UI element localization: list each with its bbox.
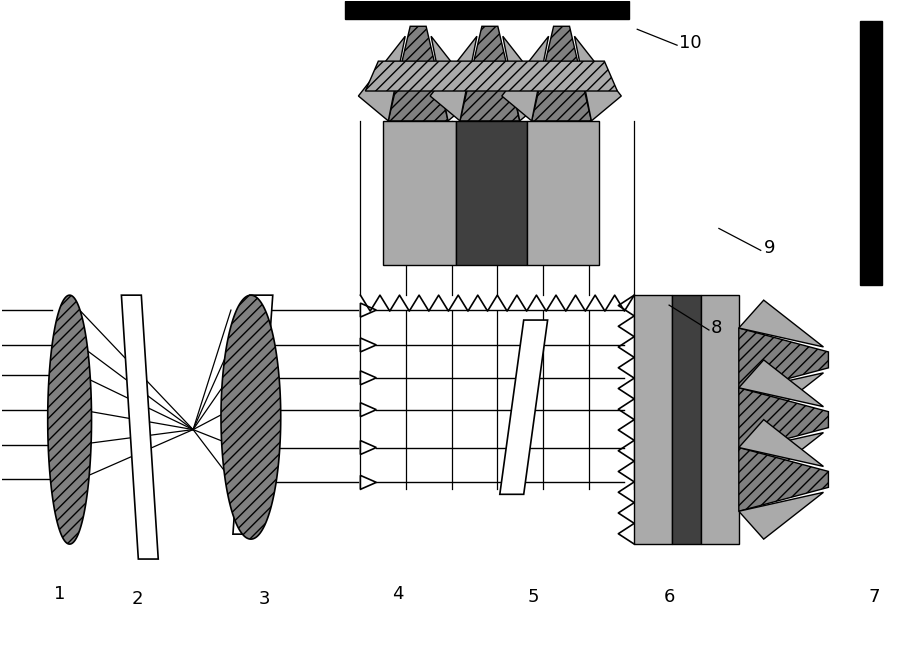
- Text: 5: 5: [528, 588, 540, 606]
- Polygon shape: [121, 295, 158, 559]
- Polygon shape: [383, 121, 456, 266]
- Polygon shape: [221, 295, 280, 539]
- Polygon shape: [360, 402, 377, 416]
- Polygon shape: [47, 295, 92, 544]
- Polygon shape: [739, 373, 824, 420]
- Polygon shape: [430, 37, 477, 121]
- Text: 1: 1: [54, 585, 65, 603]
- Polygon shape: [359, 37, 405, 121]
- Polygon shape: [460, 27, 520, 121]
- Polygon shape: [701, 295, 739, 544]
- Text: 4: 4: [392, 585, 404, 603]
- Bar: [860, 21, 882, 286]
- Polygon shape: [527, 121, 600, 266]
- Polygon shape: [360, 338, 377, 352]
- Polygon shape: [574, 37, 622, 121]
- Polygon shape: [360, 303, 377, 317]
- Polygon shape: [360, 475, 377, 489]
- Bar: [346, 1, 630, 19]
- Polygon shape: [634, 295, 672, 544]
- Text: 7: 7: [868, 588, 880, 606]
- Polygon shape: [233, 295, 273, 534]
- Polygon shape: [500, 320, 548, 494]
- Polygon shape: [739, 300, 824, 347]
- Polygon shape: [739, 328, 828, 392]
- Polygon shape: [503, 37, 550, 121]
- Polygon shape: [739, 432, 824, 479]
- Polygon shape: [531, 27, 592, 121]
- Text: 10: 10: [679, 35, 702, 52]
- Text: 2: 2: [131, 590, 143, 608]
- Polygon shape: [739, 360, 824, 406]
- Text: 3: 3: [258, 590, 270, 608]
- Text: 9: 9: [763, 239, 775, 258]
- Polygon shape: [739, 492, 824, 539]
- Polygon shape: [389, 27, 448, 121]
- Polygon shape: [360, 440, 377, 454]
- Polygon shape: [672, 295, 701, 544]
- Polygon shape: [360, 371, 377, 384]
- Polygon shape: [366, 61, 617, 91]
- Polygon shape: [431, 37, 478, 121]
- Polygon shape: [739, 448, 828, 511]
- Text: 8: 8: [711, 319, 723, 337]
- Polygon shape: [739, 420, 824, 466]
- Polygon shape: [456, 121, 527, 266]
- Polygon shape: [739, 388, 828, 452]
- Polygon shape: [501, 37, 549, 121]
- Text: 6: 6: [664, 588, 675, 606]
